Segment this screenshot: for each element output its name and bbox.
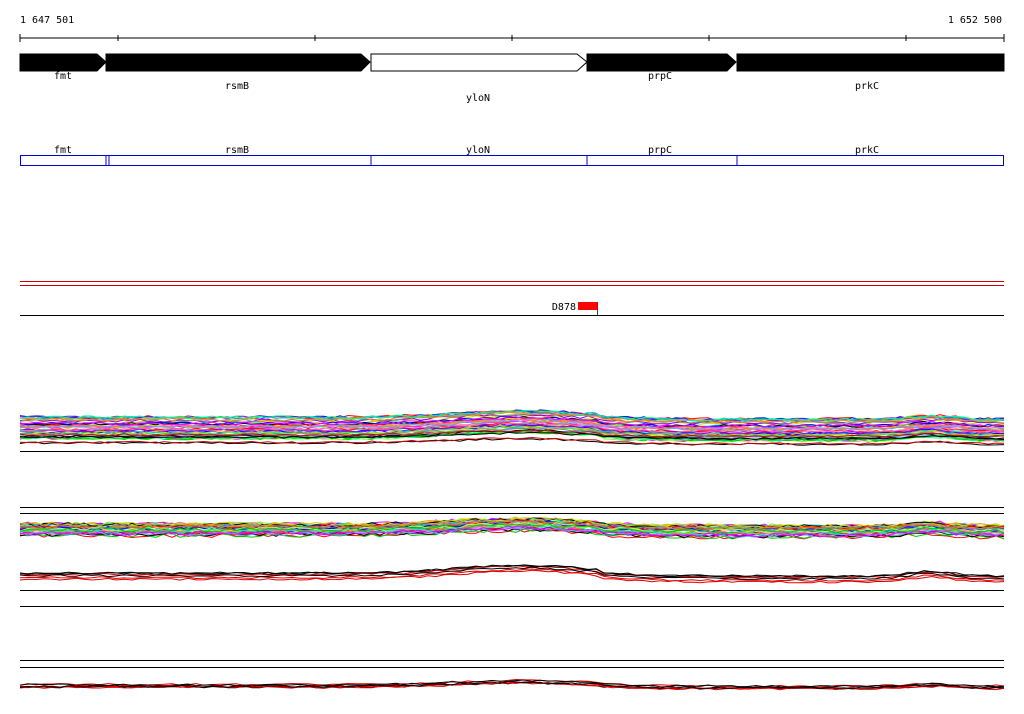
operon-label-prkC: prkC	[855, 145, 879, 156]
expression-profile-line	[19, 436, 1005, 446]
expression-profile-line	[19, 416, 1005, 428]
gene-arrow-rsmB[interactable]	[105, 53, 371, 72]
expression-profile-line	[19, 679, 1005, 688]
expression-profile-line	[19, 422, 1005, 434]
gene-arrow-prpC[interactable]	[586, 53, 737, 72]
gene-label-prpC: prpC	[648, 71, 672, 82]
gene-label-rsmB: rsmB	[225, 81, 249, 92]
coordinate-ruler: 1 647 501 1 652 500	[19, 15, 1005, 42]
expression-profile-line	[19, 419, 1005, 432]
expression-profile-line	[19, 525, 1005, 538]
feature-label-D878: D878	[552, 302, 576, 313]
track-separator-red	[20, 281, 1004, 286]
gene-arrow-yloN[interactable]	[370, 53, 588, 72]
operon-box[interactable]	[20, 155, 1004, 166]
expression-profile-line	[19, 680, 1005, 690]
expression-profile-line	[19, 423, 1005, 435]
operon-track: fmt rsmB yloN prpC prkC	[20, 145, 1004, 166]
expression-profile-line	[19, 431, 1005, 440]
operon-label-prpC: prpC	[648, 145, 672, 156]
gene-arrow-prkC[interactable]	[736, 53, 1005, 72]
gene-label-fmt: fmt	[54, 71, 72, 82]
gene-arrow-fmt[interactable]	[19, 53, 107, 72]
expression-profile-line	[19, 568, 1005, 582]
expression-profile-line	[19, 566, 1005, 580]
expression-profile-line	[19, 409, 1005, 422]
feature-track: D878	[20, 302, 1004, 316]
expression-profile-line	[19, 517, 1005, 529]
ruler-end-label: 1 652 500	[948, 15, 1002, 26]
gene-label-prkC: prkC	[855, 81, 879, 92]
expression-profile-line	[19, 411, 1005, 424]
feature-marker-D878[interactable]	[578, 302, 598, 310]
expression-track-3	[19, 564, 1005, 584]
expression-profile-line	[19, 427, 1005, 439]
gene-label-yloN: yloN	[466, 93, 490, 104]
expression-profile-line	[19, 519, 1005, 531]
expression-profile-line	[19, 412, 1005, 425]
expression-profile-line	[19, 425, 1005, 437]
expression-profile-line	[19, 569, 1005, 584]
operon-label-fmt: fmt	[54, 145, 72, 156]
expression-profile-line	[19, 523, 1005, 534]
expression-profile-line	[19, 429, 1005, 438]
expression-track-2	[19, 516, 1005, 540]
expression-profile-line	[19, 424, 1005, 437]
ruler-start-label: 1 647 501	[20, 15, 74, 26]
expression-track-1	[19, 409, 1005, 446]
operon-label-yloN: yloN	[466, 145, 490, 156]
operon-label-rsmB: rsmB	[225, 145, 249, 156]
expression-profile-line	[19, 524, 1005, 536]
expression-profile-line	[19, 564, 1005, 578]
gene-track: fmt rsmB yloN prpC prkC	[19, 53, 1005, 104]
expression-track-4	[19, 678, 1005, 691]
